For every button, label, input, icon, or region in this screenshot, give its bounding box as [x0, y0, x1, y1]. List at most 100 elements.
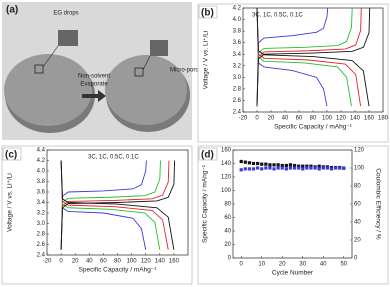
point [268, 163, 272, 167]
x-tick-label: 20 [268, 116, 275, 122]
y-axis-title: Specific Capacity / mAhg⁻¹ [202, 164, 209, 243]
point [260, 162, 264, 166]
point [284, 167, 288, 171]
point [297, 164, 301, 168]
point [260, 167, 264, 171]
panel-label-box [198, 5, 218, 19]
x-tick-label: 0 [255, 116, 259, 122]
curve [256, 7, 370, 107]
x-tick-label: -20 [239, 116, 248, 122]
point [243, 167, 247, 171]
point [292, 166, 297, 170]
point [288, 163, 293, 167]
curve [60, 160, 169, 250]
point [329, 167, 334, 171]
drops-box [58, 30, 78, 46]
point [264, 166, 268, 170]
y-tick-label: 3.6 [233, 40, 242, 46]
point [292, 163, 297, 168]
y2-tick-label: 20 [354, 238, 361, 244]
y-tick-label: 40 [224, 229, 231, 235]
x-tick-label: 20 [72, 259, 79, 265]
pores-box [150, 40, 168, 56]
y-tick-label: 60 [224, 215, 231, 221]
point [243, 160, 247, 164]
y-tick-label: 3.4 [233, 52, 242, 58]
point [305, 164, 309, 168]
zoom-box [34, 64, 44, 74]
curve [256, 7, 362, 107]
x-tick-label: 10 [258, 262, 265, 268]
y2-tick-label: 60 [354, 202, 361, 208]
y2-axis-title: Coulombic Efficiency / % [374, 168, 381, 240]
x-tick-label: 100 [322, 116, 333, 122]
curve [256, 7, 362, 107]
y-axis-title: Voltage / V vs. Li⁺/Li [7, 173, 14, 232]
drop-label: EG drops [53, 11, 78, 17]
x-tick-label: 0 [240, 262, 244, 268]
curve [60, 160, 147, 250]
x-tick-label: -20 [43, 259, 52, 265]
y-tick-label: 0 [228, 256, 232, 262]
y2-tick-label: 120 [354, 148, 365, 154]
film-top [4, 54, 92, 126]
y-tick-label: 80 [224, 202, 231, 208]
point [333, 166, 338, 170]
y-tick-label: 2.4 [233, 110, 242, 116]
x-tick-label: 80 [114, 259, 121, 265]
point [309, 164, 313, 168]
y-tick-label: 3.2 [233, 63, 242, 69]
x-tick-label: 40 [320, 262, 327, 268]
point [256, 161, 260, 166]
y-tick-label: 4.2 [37, 158, 46, 164]
point [280, 163, 284, 168]
x-tick-label: 40 [282, 116, 289, 122]
point [239, 159, 243, 164]
x-tick-label: 0 [59, 259, 63, 265]
point [342, 166, 346, 170]
process-label: Non-solvent [78, 74, 110, 80]
point [305, 166, 309, 170]
y2-tick-label: 0 [354, 256, 358, 262]
y-tick-label: 2.4 [37, 253, 46, 259]
x-tick-label: 100 [127, 259, 138, 265]
panel-label: (c) [5, 150, 17, 161]
x-tick-label: 160 [364, 116, 375, 122]
y-tick-label: 3.6 [37, 190, 46, 196]
panel-label: (d) [201, 150, 214, 161]
y-tick-label: 4.0 [37, 169, 46, 175]
panel-a: (a) EG drops Non-solvent Evaporate Micro… [2, 2, 205, 140]
y-tick-label: 140 [221, 161, 232, 167]
point [239, 168, 243, 172]
zoom-line [42, 45, 59, 68]
point [317, 167, 321, 171]
y-tick-label: 20 [224, 242, 231, 248]
x-axis-title: Specific Capacity / mAhg⁻¹ [79, 267, 158, 274]
y-tick-label: 3.4 [37, 200, 46, 206]
curve [60, 160, 176, 250]
annotation: 3C, 1C, 0.5C, 0.1C [88, 155, 139, 161]
x-axis-title: Specific Capacity / mAhg⁻¹ [274, 124, 353, 131]
point [247, 161, 252, 165]
y-tick-label: 3.0 [37, 221, 46, 227]
point [247, 167, 252, 171]
point [288, 166, 293, 170]
point [276, 163, 280, 167]
curve [60, 160, 161, 250]
curve [256, 7, 353, 107]
zoom-box-2 [134, 67, 144, 77]
curve [256, 7, 329, 107]
y-tick-label: 3.8 [233, 29, 242, 35]
annotation: 3C, 1C, 0.5C, 0.1C [252, 13, 303, 19]
x-tick-label: 180 [378, 116, 389, 122]
point [301, 164, 305, 168]
x-tick-label: 120 [336, 116, 347, 122]
y-tick-label: 3.0 [233, 75, 242, 81]
point [313, 166, 317, 170]
x-tick-label: 50 [340, 262, 347, 268]
y-tick-label: 120 [221, 175, 232, 181]
y-tick-label: 4.4 [37, 148, 46, 154]
panel-label-box [2, 147, 22, 161]
point [297, 166, 301, 170]
